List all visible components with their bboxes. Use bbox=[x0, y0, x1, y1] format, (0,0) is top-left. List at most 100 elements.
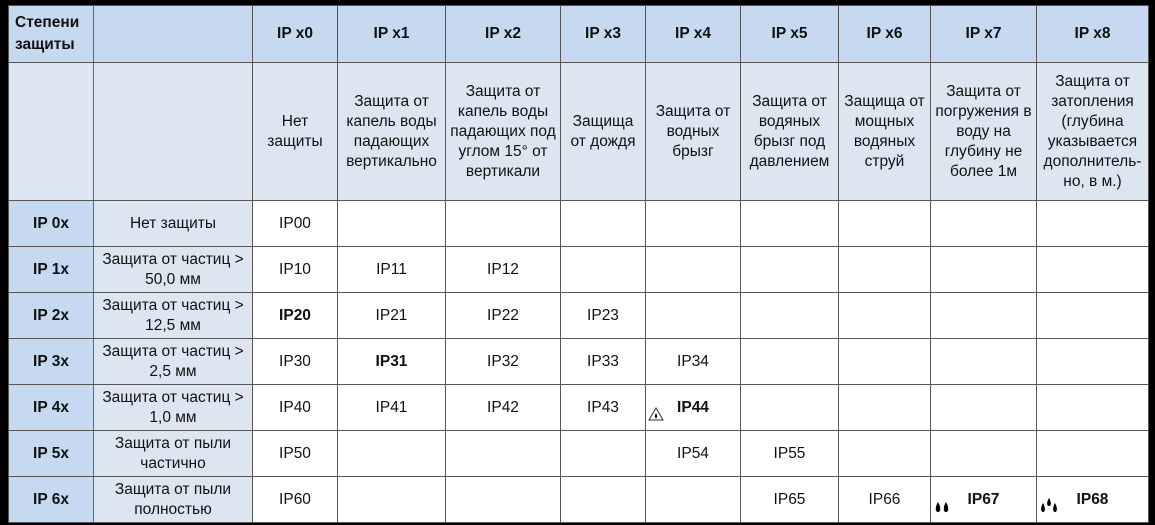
ip-code: IP23 bbox=[587, 306, 619, 324]
ip-cell bbox=[445, 430, 561, 477]
row-description: Нет защиты bbox=[93, 200, 253, 247]
ip-cell bbox=[740, 246, 839, 293]
ip-code: IP68 bbox=[1076, 490, 1109, 508]
corner-header: Степени защиты bbox=[8, 5, 94, 63]
ip-code: IP44 bbox=[677, 398, 709, 416]
ip-cell bbox=[1036, 430, 1149, 477]
ip-cell bbox=[740, 200, 839, 247]
ip-cell: IP42 bbox=[445, 384, 561, 431]
warning-triangle-drop-icon bbox=[648, 407, 664, 424]
row-description: Защита от частиц > 1,0 мм bbox=[93, 384, 253, 431]
row-code: IP 3x bbox=[8, 338, 94, 385]
ip-cell: IP20 bbox=[252, 292, 338, 339]
header-description bbox=[93, 62, 253, 201]
ip-code: IP31 bbox=[375, 352, 408, 370]
ip-cell bbox=[838, 430, 931, 477]
ip-cell bbox=[930, 338, 1037, 385]
table-row: IP 1x Защита от частиц > 50,0 мм IP10 IP11 I… bbox=[8, 246, 1149, 293]
ip-cell bbox=[445, 476, 561, 523]
header-code: IP x6 bbox=[838, 5, 931, 63]
ip-cell bbox=[645, 200, 741, 247]
ip-cell: IP12 bbox=[445, 246, 561, 293]
row-code: IP 6x bbox=[8, 476, 94, 523]
table-row: IP 6x Защита от пыли полностью IP60 IP65 IP6… bbox=[8, 476, 1149, 523]
row-code: IP 1x bbox=[8, 246, 94, 293]
ip-cell bbox=[560, 246, 646, 293]
header-code: IP x7 bbox=[930, 5, 1037, 63]
ip-cell: IP30 bbox=[252, 338, 338, 385]
ip-code: IP12 bbox=[487, 260, 519, 278]
header-code: IP x1 bbox=[337, 5, 446, 63]
ip-cell bbox=[1036, 246, 1149, 293]
ip-cell: IP43 bbox=[560, 384, 646, 431]
ip-cell bbox=[337, 200, 446, 247]
ip-code: IP55 bbox=[773, 444, 806, 462]
ip-code: IP65 bbox=[773, 490, 806, 508]
ip-cell bbox=[645, 292, 741, 339]
ip-code: IP66 bbox=[868, 490, 901, 508]
header-code: IP x5 bbox=[740, 5, 839, 63]
table-row: IP 4x Защита от частиц > 1,0 мм IP40 IP41 IP… bbox=[8, 384, 1149, 431]
ip-code: IP00 bbox=[279, 214, 311, 232]
table-row: IP 2x Защита от частиц > 12,5 мм IP20 IP21 I… bbox=[8, 292, 1149, 339]
table-row: IP 5x Защита от пыли частично IP50 IP54 IP55 bbox=[8, 430, 1149, 477]
header-description: Защита от затопления (глубина указываетс… bbox=[1036, 62, 1149, 201]
ip-cell: IP44 bbox=[645, 384, 741, 431]
ip-cell: IP00 bbox=[252, 200, 338, 247]
header-description: Защита от водяных брызг под давлением bbox=[740, 62, 839, 201]
ip-cell bbox=[740, 384, 839, 431]
ip-cell bbox=[838, 384, 931, 431]
ip-cell bbox=[560, 200, 646, 247]
header-code: IP x0 bbox=[252, 5, 338, 63]
ip-code: IP22 bbox=[487, 306, 519, 324]
ip-code: IP30 bbox=[279, 352, 311, 370]
ip-cell bbox=[930, 430, 1037, 477]
header-code: IP x2 bbox=[445, 5, 561, 63]
ip-cell bbox=[445, 200, 561, 247]
ip-cell: IP55 bbox=[740, 430, 839, 477]
ip-code: IP21 bbox=[375, 306, 408, 324]
ip-code: IP11 bbox=[376, 260, 407, 278]
ip-code: IP33 bbox=[587, 352, 619, 370]
header-code: IP x3 bbox=[560, 5, 646, 63]
ip-cell: IP34 bbox=[645, 338, 741, 385]
ip-cell: IP66 bbox=[838, 476, 931, 523]
header-description: Защища от дождя bbox=[560, 62, 646, 201]
ip-code: IP67 bbox=[967, 490, 1000, 508]
row-code: IP 0x bbox=[8, 200, 94, 247]
two-drops-icon bbox=[933, 501, 953, 516]
header-description: Защища от мощных водяных струй bbox=[838, 62, 931, 201]
ip-cell bbox=[838, 246, 931, 293]
ip-cell bbox=[1036, 384, 1149, 431]
header-code bbox=[93, 5, 253, 63]
ip-cell bbox=[740, 338, 839, 385]
row-description: Защита от частиц > 12,5 мм bbox=[93, 292, 253, 339]
header-description: Нет защиты bbox=[252, 62, 338, 201]
ip-cell bbox=[560, 476, 646, 523]
ip-cell: IP60 bbox=[252, 476, 338, 523]
header-description: Защита от водных брызг bbox=[645, 62, 741, 201]
ip-code: IP32 bbox=[487, 352, 519, 370]
table-row: IP 3x Защита от частиц > 2,5 мм IP30 IP31 IP… bbox=[8, 338, 1149, 385]
ip-cell bbox=[560, 430, 646, 477]
ip-cell bbox=[337, 476, 446, 523]
ip-code: IP10 bbox=[279, 260, 311, 278]
ip-protection-table-frame: Степени защиты IP x0 IP x1 IP x2 IP x3 IP x4 I… bbox=[8, 5, 1149, 523]
ip-cell bbox=[740, 292, 839, 339]
ip-cell: IP67 bbox=[930, 476, 1037, 523]
ip-cell bbox=[930, 246, 1037, 293]
ip-cell bbox=[1036, 200, 1149, 247]
ip-code: IP54 bbox=[677, 444, 709, 462]
header-code: IP x4 bbox=[645, 5, 741, 63]
ip-cell: IP41 bbox=[337, 384, 446, 431]
ip-cell: IP68 bbox=[1036, 476, 1149, 523]
header-row-codes: Степени защиты IP x0 IP x1 IP x2 IP x3 IP x4 I… bbox=[8, 5, 1149, 63]
ip-cell bbox=[930, 292, 1037, 339]
ip-cell bbox=[645, 476, 741, 523]
ip-cell: IP54 bbox=[645, 430, 741, 477]
corner-blank bbox=[8, 62, 94, 201]
ip-cell: IP31 bbox=[337, 338, 446, 385]
ip-code: IP43 bbox=[587, 398, 619, 416]
ip-cell bbox=[838, 338, 931, 385]
ip-cell bbox=[337, 430, 446, 477]
